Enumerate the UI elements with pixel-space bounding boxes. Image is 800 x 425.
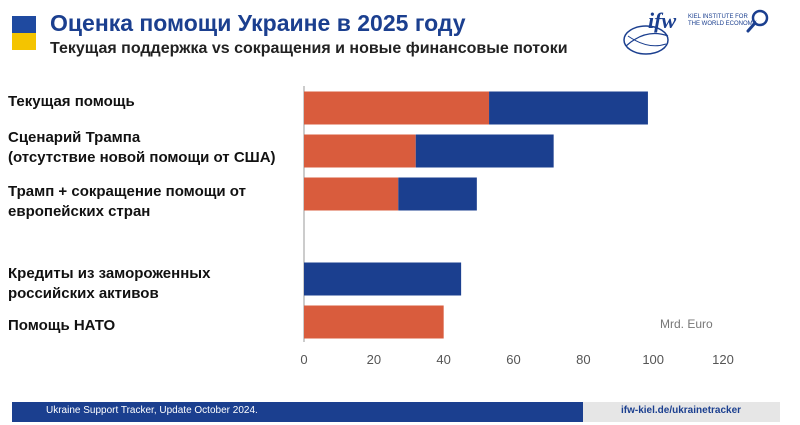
- x-tick-label: 0: [300, 352, 307, 367]
- page-subtitle: Текущая поддержка vs сокращения и новые …: [50, 40, 568, 57]
- footer-link[interactable]: ifw-kiel.de/ukrainetracker: [583, 402, 780, 422]
- flag-yellow-stripe: [12, 33, 36, 50]
- logo-institute-text: KIEL INSTITUTE FOR THE WORLD ECONOMY: [688, 14, 757, 27]
- globe-icon: [623, 25, 669, 55]
- bar-3-series-1: [304, 262, 462, 296]
- page-title: Оценка помощи Украине в 2025 году: [50, 10, 466, 36]
- bar-4-series-0: [304, 305, 444, 339]
- bar-1-series-0: [304, 134, 416, 168]
- bar-0-series-0: [304, 91, 490, 125]
- category-label-frozen-assets: Кредиты из замороженных российских актив…: [8, 265, 211, 302]
- ukraine-flag: [12, 16, 36, 50]
- bar-0-series-1: [489, 91, 648, 125]
- x-tick-label: 60: [506, 352, 520, 367]
- x-tick-label: 20: [367, 352, 381, 367]
- footer-url[interactable]: ifw-kiel.de/ukrainetracker: [621, 405, 742, 416]
- bar-1-series-1: [415, 134, 554, 168]
- x-tick-label: 120: [712, 352, 734, 367]
- category-label-current-aid: Текущая помощь: [8, 93, 135, 110]
- flag-blue-stripe: [12, 16, 36, 33]
- bar-2-series-1: [398, 177, 477, 211]
- unit-label: Mrd. Euro: [660, 317, 713, 331]
- category-label-trump-scenario: Сценарий Трампа (отсутствие новой помощи…: [8, 129, 276, 166]
- x-tick-label: 100: [642, 352, 664, 367]
- bar-2-series-0: [304, 177, 399, 211]
- x-tick-label: 80: [576, 352, 590, 367]
- footer-source: Ukraine Support Tracker, Update October …: [46, 405, 258, 416]
- category-label-trump-eu-cut: Трамп + сокращение помощи от европейских…: [8, 183, 246, 220]
- x-tick-label: 40: [436, 352, 450, 367]
- ifw-logo: ifw KIEL INSTITUTE FOR THE WORLD ECONOMY: [618, 6, 778, 62]
- search-icon[interactable]: [745, 8, 771, 34]
- category-label-nato: Помощь НАТО: [8, 317, 116, 334]
- logo-wordmark: ifw: [648, 8, 677, 33]
